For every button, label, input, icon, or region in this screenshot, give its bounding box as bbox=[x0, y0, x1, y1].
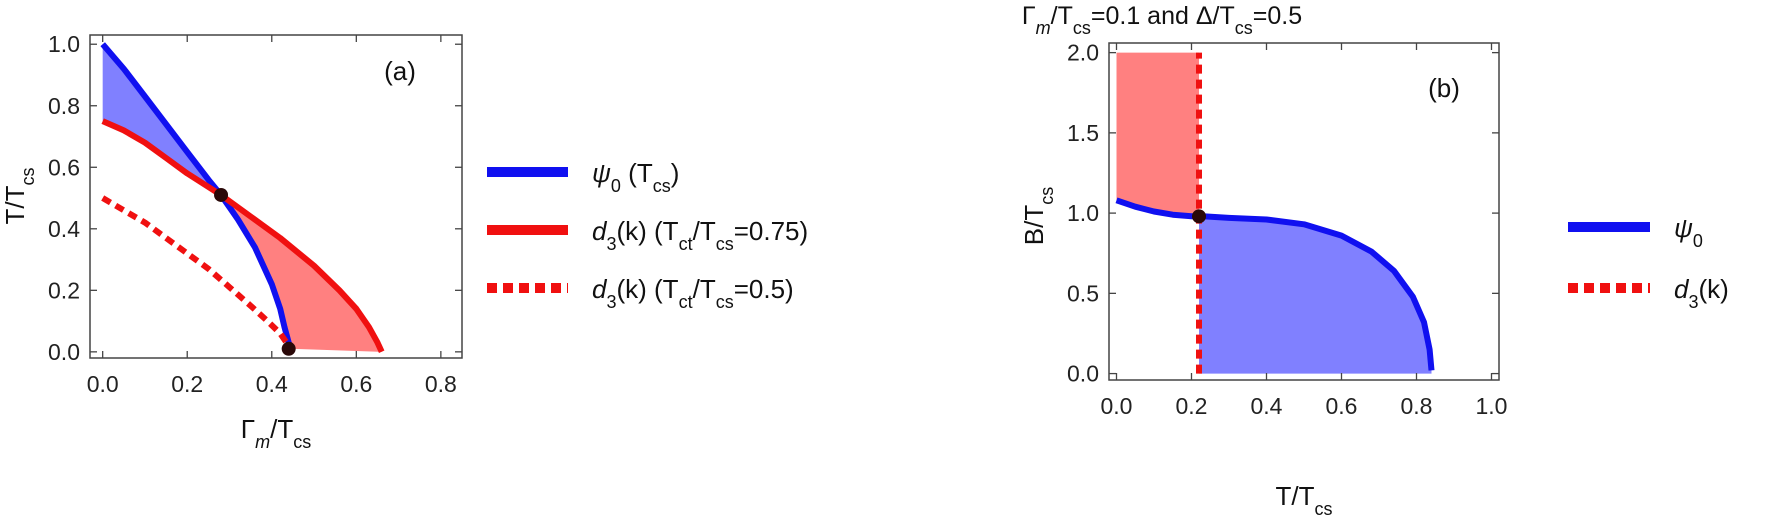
blue-shaded-region bbox=[1199, 216, 1432, 374]
intersection-point-0 bbox=[1192, 209, 1206, 224]
series-line-2 bbox=[101, 195, 292, 348]
legend-label-psi0-tcs: ψ0 (Tcs) bbox=[592, 158, 679, 196]
x-tick-label: 1.0 bbox=[1476, 393, 1508, 419]
panel-a-ylabel: T/Tcs bbox=[0, 168, 38, 225]
series-line-0 bbox=[1115, 197, 1435, 371]
panel-a-legend: ψ0 (Tcs) d3(k) (Tct/Tcs=0.75) d3(k) (Tct… bbox=[487, 158, 808, 312]
y-tick-label: 0.5 bbox=[1067, 280, 1099, 306]
panel-b-frame bbox=[1108, 42, 1500, 381]
panel-b-legend: ψ0 d3(k) bbox=[1568, 213, 1729, 312]
y-tick-label: 0.6 bbox=[48, 154, 80, 180]
panel-a-frame bbox=[89, 34, 463, 359]
panel-b-title: Γm/Tcs=0.1 and Δ/Tcs=0.5 bbox=[1022, 2, 1302, 38]
x-tick-label: 0.0 bbox=[87, 371, 119, 397]
panel-a: 0.0 0.2 0.4 0.6 0.8 0.0 0.2 0.4 0.6 0.8 1.0 (a) Γm… bbox=[0, 31, 463, 452]
panel-a-shaded-regions bbox=[102, 44, 382, 352]
y-tick-label: 0.0 bbox=[1067, 361, 1099, 387]
panel-b-series bbox=[1115, 52, 1435, 374]
y-tick-label: 1.0 bbox=[1067, 200, 1099, 226]
x-tick-label: 0.2 bbox=[1176, 393, 1208, 419]
panel-b-ticks: 0.0 0.2 0.4 0.6 0.8 1.0 0.0 0.5 1.0 1.5 2.0 bbox=[1067, 40, 1507, 419]
panel-a-ticks: 0.0 0.2 0.4 0.6 0.8 0.0 0.2 0.4 0.6 0.8 1.0 bbox=[48, 31, 462, 397]
legend-label-d3: d3(k) bbox=[1674, 274, 1729, 312]
panel-b-xlabel: T/Tcs bbox=[1276, 481, 1333, 519]
y-tick-label: 0.2 bbox=[48, 277, 80, 303]
intersection-point-0 bbox=[214, 187, 229, 202]
panel-a-markers bbox=[214, 187, 296, 356]
series-line-1 bbox=[101, 118, 385, 354]
y-tick-label: 1.0 bbox=[48, 31, 80, 57]
x-tick-label: 0.4 bbox=[1251, 393, 1283, 419]
y-tick-label: 0.0 bbox=[48, 339, 80, 365]
series-line-0 bbox=[100, 42, 294, 350]
panel-b-ylabel: B/Tcs bbox=[1019, 187, 1057, 245]
x-tick-label: 0.8 bbox=[425, 371, 457, 397]
red-shaded-region bbox=[1116, 52, 1199, 217]
x-tick-label: 0.8 bbox=[1401, 393, 1433, 419]
panel-a-xlabel: Γm/Tcs bbox=[241, 414, 311, 452]
x-tick-label: 0.0 bbox=[1101, 393, 1133, 419]
intersection-point-1 bbox=[281, 341, 296, 356]
y-tick-label: 0.4 bbox=[48, 216, 80, 242]
x-tick-label: 0.6 bbox=[340, 371, 372, 397]
legend-label-d3-05: d3(k) (Tct/Tcs=0.5) bbox=[592, 274, 794, 312]
x-tick-label: 0.2 bbox=[171, 371, 203, 397]
panel-a-label: (a) bbox=[384, 56, 416, 86]
panel-a-series bbox=[100, 42, 385, 354]
y-tick-label: 1.5 bbox=[1067, 120, 1099, 146]
panel-b-markers bbox=[1192, 209, 1206, 224]
x-tick-label: 0.6 bbox=[1326, 393, 1358, 419]
panel-b-label: (b) bbox=[1428, 73, 1460, 103]
y-tick-label: 0.8 bbox=[48, 93, 80, 119]
red-shaded-region bbox=[221, 194, 382, 352]
y-tick-label: 2.0 bbox=[1067, 40, 1099, 66]
legend-label-psi0: ψ0 bbox=[1674, 213, 1703, 251]
legend-label-d3-075: d3(k) (Tct/Tcs=0.75) bbox=[592, 216, 808, 254]
x-tick-label: 0.4 bbox=[256, 371, 288, 397]
panel-b: Γm/Tcs=0.1 and Δ/Tcs=0.5 0.0 0.2 0.4 0.6 0.8… bbox=[1019, 2, 1507, 519]
